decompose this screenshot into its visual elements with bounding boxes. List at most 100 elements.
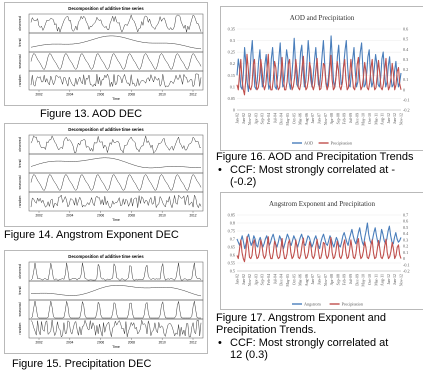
y-right-tick-label: 0.6 <box>403 219 408 224</box>
decomp-x-tick-label: 2006 <box>97 214 104 218</box>
y-left-tick-label: 0.05 <box>228 96 235 101</box>
y-right-tick-label: 0.5 <box>403 37 408 42</box>
y-right-tick-label: -0.1 <box>403 97 410 102</box>
y-left-tick-label: 0.6 <box>230 253 235 258</box>
decomp-panel-label: trend <box>18 286 22 294</box>
decomp-panel-frame <box>28 13 204 34</box>
x-tick-label: Feb-09 <box>342 113 347 124</box>
decomp-x-tick-label: 2010 <box>159 93 166 97</box>
x-tick-label: Jun-02 <box>241 274 246 285</box>
chart-aod-precipitation-svg: AOD and Precipitation 0.35 0.3 0.25 0.2 0.15 0… <box>228 14 410 146</box>
x-tick-label: Feb-04 <box>266 113 271 124</box>
x-tick-label: Oct-10 <box>367 274 372 285</box>
x-tick-label: Jan-07 <box>310 113 315 124</box>
decomp-x-label: Time <box>112 218 120 222</box>
x-tick-label: May-10 <box>361 113 366 126</box>
x-tick-label: Oct-05 <box>291 274 296 285</box>
decomp-x-tick-label: 2012 <box>189 341 196 345</box>
y-left-tick-label: 0.5 <box>230 269 235 274</box>
series-line-angstrom <box>236 222 402 250</box>
x-tick-label: Nov-02 <box>247 113 252 125</box>
decomp-figure-precipitation: Decomposition of additive time series obs… <box>4 250 208 354</box>
y-left-tick-label: 0.15 <box>228 73 235 78</box>
y-right-tick-label: 0.2 <box>403 244 408 249</box>
y-right-tick-label: -0.1 <box>403 262 410 267</box>
decomp-x-tick-label: 2012 <box>189 93 196 97</box>
y-right-tick-label: 0.6 <box>403 27 408 32</box>
x-tick-label: Oct-10 <box>367 113 372 124</box>
decomp-series-line <box>30 73 202 88</box>
y-left-tick-label: 0.75 <box>228 229 235 234</box>
x-tick-label: Aug-06 <box>304 113 309 125</box>
x-tick-label: Jul-04 <box>272 113 277 123</box>
decomp-x-tick-label: 2004 <box>66 341 73 345</box>
decomp-x-tick-label: 2008 <box>128 93 135 97</box>
x-tick-label: May-05 <box>285 274 290 287</box>
decomp-x-tick-label: 2008 <box>128 214 135 218</box>
decomp-title: Decomposition of additive time series <box>68 6 144 11</box>
y-left-tick-label: 0 <box>233 108 235 113</box>
bullet-symbol: • <box>218 337 222 349</box>
x-tick-label: Jul-09 <box>348 274 353 284</box>
y-right-tick-label: 0.4 <box>403 231 409 236</box>
y-right-tick-label: 0.1 <box>403 250 408 255</box>
y-right-tick-label: 0 <box>403 87 405 92</box>
decomp-figure-aod: Decomposition of additive time series obs… <box>4 2 208 106</box>
x-tick-label: Sep-03 <box>260 274 265 285</box>
x-tick-label: Dec-09 <box>354 274 359 286</box>
decomp-series-line <box>30 300 201 319</box>
figure-16-caption: Figure 16. AOD and Precipitation Trends <box>216 151 414 163</box>
decomp-x-tick-label: 2008 <box>128 341 135 345</box>
decomp-x-tick-label: 2002 <box>35 93 42 97</box>
decomp-panel-label: observed <box>18 16 22 30</box>
x-tick-label: Jun-07 <box>317 113 322 124</box>
decomp-series-line <box>30 319 202 338</box>
y-left-tick-label: 0.35 <box>228 27 235 32</box>
decomp-x-tick-label: 2002 <box>35 341 42 345</box>
x-tick-label: Oct-05 <box>291 113 296 124</box>
x-tick-label: Mar-06 <box>298 113 303 125</box>
chart-aod-precipitation: AOD and Precipitation 0.35 0.3 0.25 0.2 0.15 0… <box>220 6 423 151</box>
decomp-x-tick-label: 2006 <box>97 93 104 97</box>
x-tick-label: Jan-12 <box>386 113 391 124</box>
decomp-panel-label: observed <box>18 137 22 151</box>
decomp-panel-frame <box>28 191 204 212</box>
figure-15-caption: Figure 15. Precipitation DEC <box>12 358 152 370</box>
y-left-tick-label: 0.1 <box>230 84 235 89</box>
decomp-plot-aod: Decomposition of additive time series obs… <box>18 6 204 101</box>
decomp-series-line <box>30 285 202 297</box>
x-tick-label: Nov-02 <box>247 274 252 286</box>
x-tick-label: Aug-11 <box>380 113 385 125</box>
x-tick-label: Mar-11 <box>373 274 378 286</box>
y-left-tick-label: 0.55 <box>228 261 235 266</box>
decomp-x-tick-label: 2010 <box>159 341 166 345</box>
x-tick-label: Sep-08 <box>335 113 340 124</box>
y-right-tick-label: -0.2 <box>403 108 410 113</box>
x-tick-label: Feb-09 <box>342 274 347 285</box>
decomp-series-line <box>30 194 202 209</box>
decomp-panel-label: seasonal <box>18 54 22 68</box>
x-tick-label: Dec-04 <box>279 274 284 286</box>
decomp-x-tick-label: 2004 <box>66 93 73 97</box>
decomp-x-tick-label: 2002 <box>35 214 42 218</box>
x-tick-label: Sep-08 <box>335 274 340 285</box>
series-line-precipitation <box>236 236 402 263</box>
x-tick-label: Jun-07 <box>317 274 322 285</box>
y-right-tick-label: 0.4 <box>403 47 409 52</box>
chart-angstrom-precipitation: Angstrom Exponent and Precipitation 0.85 0… <box>220 192 423 310</box>
x-tick-label: Jul-04 <box>272 274 277 284</box>
x-tick-label: Jan-02 <box>235 274 240 285</box>
decomp-series-line <box>30 157 201 169</box>
y-left-tick-label: 0.25 <box>228 50 235 55</box>
bullet-ccf-aod-line2: (-0.2) <box>230 176 257 188</box>
x-tick-label: Apr-03 <box>253 113 258 124</box>
decomp-series-line <box>30 262 202 281</box>
x-tick-label: Jun-12 <box>392 113 397 124</box>
bullet-ccf-aod-line1: CCF: Most strongly correlated at - <box>230 164 396 176</box>
decomp-panel-label: seasonal <box>18 302 22 316</box>
decomp-x-label: Time <box>112 345 120 349</box>
x-tick-label: Mar-11 <box>373 113 378 125</box>
decomp-panel-frame <box>28 280 204 301</box>
x-tick-label: Dec-04 <box>279 113 284 125</box>
x-tick-label: Jun-02 <box>241 113 246 124</box>
